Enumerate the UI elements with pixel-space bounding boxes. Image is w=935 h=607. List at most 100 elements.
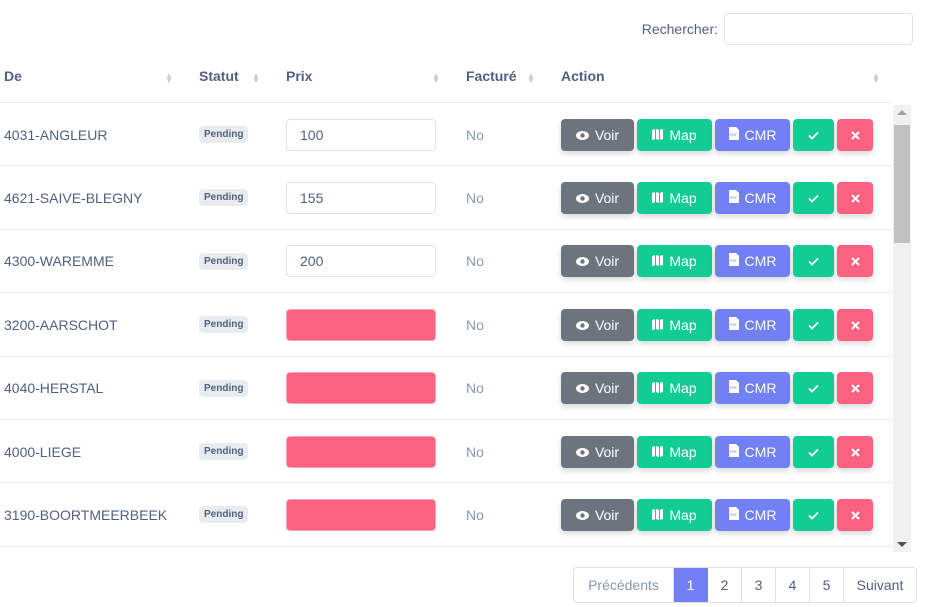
search-input[interactable] <box>724 13 913 45</box>
scroll-up-icon[interactable] <box>897 110 907 115</box>
sort-icon[interactable]: ▲ ▼ <box>252 71 260 85</box>
table-header: De ▲ ▼ Statut ▲ ▼ Prix ▲ ▼ Facturé ▲ ▼ Actio… <box>0 55 893 103</box>
price-input[interactable] <box>286 118 436 151</box>
city-cell: 4040-HERSTAL <box>4 380 104 397</box>
close-icon <box>850 317 860 333</box>
table-row: 4621-SAIVE-BLEGNY Pending No Voir Map PD… <box>0 166 893 230</box>
price-input[interactable] <box>286 498 436 531</box>
cmr-button[interactable]: PDF CMR <box>715 118 790 151</box>
scroll-down-icon[interactable] <box>897 542 907 547</box>
sort-icon[interactable]: ▲ ▼ <box>432 71 440 85</box>
reject-button[interactable] <box>837 308 873 341</box>
price-cell <box>286 483 436 546</box>
eye-icon <box>575 444 589 460</box>
approve-button[interactable] <box>793 245 834 278</box>
map-label: Map <box>669 506 697 523</box>
price-cell <box>286 230 436 293</box>
reject-button[interactable] <box>837 372 873 405</box>
map-button[interactable]: Map <box>637 118 712 151</box>
column-header-statut[interactable]: Statut <box>199 68 239 84</box>
price-input[interactable] <box>286 372 436 405</box>
cmr-button[interactable]: PDF CMR <box>715 181 790 214</box>
voir-label: Voir <box>594 189 620 206</box>
actions-cell: Voir Map PDF CMR <box>561 293 873 356</box>
voir-button[interactable]: Voir <box>561 181 634 214</box>
cmr-button[interactable]: PDF CMR <box>715 245 790 278</box>
price-input[interactable] <box>286 435 436 468</box>
map-button[interactable]: Map <box>637 245 712 278</box>
actions-cell: Voir Map PDF CMR <box>561 483 873 546</box>
approve-button[interactable] <box>793 308 834 341</box>
pagination-page-4[interactable]: 4 <box>776 568 810 602</box>
close-icon <box>850 380 860 396</box>
cmr-label: CMR <box>744 189 777 206</box>
voir-button[interactable]: Voir <box>561 372 634 405</box>
sort-icon[interactable]: ▲ ▼ <box>165 71 173 85</box>
cmr-button[interactable]: PDF CMR <box>715 498 790 531</box>
close-icon <box>850 190 860 206</box>
map-icon <box>652 444 664 460</box>
pagination-page-5[interactable]: 5 <box>810 568 844 602</box>
status-cell: Pending <box>199 103 249 166</box>
pagination-page-3[interactable]: 3 <box>742 568 776 602</box>
city-cell: 3190-BOORTMEERBEEK <box>4 506 168 523</box>
voir-label: Voir <box>594 380 620 397</box>
voir-button[interactable]: Voir <box>561 245 634 278</box>
approve-button[interactable] <box>793 118 834 151</box>
reject-button[interactable] <box>837 118 873 151</box>
price-input[interactable] <box>286 308 436 341</box>
svg-text:PDF: PDF <box>730 133 737 137</box>
pagination-page-2[interactable]: 2 <box>708 568 742 602</box>
invoiced-cell: No <box>466 380 484 397</box>
pdf-icon: PDF <box>728 126 739 143</box>
status-cell: Pending <box>199 230 249 293</box>
pdf-icon: PDF <box>728 253 739 269</box>
map-button[interactable]: Map <box>637 181 712 214</box>
table-body: 4031-ANGLEUR Pending No Voir Map PDFCMR … <box>0 103 893 548</box>
table-row: 3200-AARSCHOT Pending No Voir Map PDF CMR <box>0 293 893 357</box>
cmr-label: CMR <box>744 253 777 270</box>
reject-button[interactable] <box>837 435 873 468</box>
price-input[interactable] <box>286 181 436 214</box>
cmr-button[interactable]: PDF CMR <box>715 435 790 468</box>
price-cell <box>286 357 436 420</box>
map-button[interactable]: Map <box>637 372 712 405</box>
check-icon <box>808 507 819 523</box>
eye-icon <box>575 127 589 143</box>
pdf-icon: PDF <box>728 316 739 333</box>
voir-button[interactable]: Voir <box>561 308 634 341</box>
approve-button[interactable] <box>793 181 834 214</box>
approve-button[interactable] <box>793 498 834 531</box>
price-input[interactable] <box>286 245 436 278</box>
approve-button[interactable] <box>793 435 834 468</box>
sort-icon[interactable]: ▲ ▼ <box>527 71 535 85</box>
voir-label: Voir <box>594 253 620 270</box>
pagination-next[interactable]: Suivant <box>856 577 904 593</box>
column-header-prix[interactable]: Prix <box>286 68 313 84</box>
voir-button[interactable]: Voir <box>561 435 634 468</box>
voir-button[interactable]: Voir <box>561 498 634 531</box>
map-button[interactable]: Map <box>637 308 712 341</box>
cmr-button[interactable]: PDF CMR <box>715 308 790 341</box>
sort-icon[interactable]: ▲ ▼ <box>872 71 880 85</box>
map-button[interactable]: Map <box>637 498 712 531</box>
reject-button[interactable] <box>837 498 873 531</box>
scrollbar-thumb[interactable] <box>894 125 910 243</box>
reject-button[interactable] <box>837 181 873 214</box>
status-badge: Pending <box>199 252 249 270</box>
approve-button[interactable] <box>793 372 834 405</box>
pagination-previous[interactable]: Précédents <box>574 568 674 602</box>
pagination-page-1[interactable]: 1 <box>674 568 708 602</box>
column-header-action[interactable]: Action <box>561 68 605 84</box>
voir-button[interactable]: Voir <box>561 118 634 151</box>
close-icon <box>850 253 860 269</box>
column-header-facture[interactable]: Facturé <box>466 68 517 84</box>
status-cell: Pending <box>199 293 249 356</box>
reject-button[interactable] <box>837 245 873 278</box>
column-header-de[interactable]: De <box>4 68 22 84</box>
scrollbar[interactable] <box>893 105 911 552</box>
map-button[interactable]: Map <box>637 435 712 468</box>
svg-text:PDF: PDF <box>730 513 737 517</box>
status-badge: Pending <box>199 506 249 524</box>
cmr-button[interactable]: PDF CMR <box>715 372 790 405</box>
